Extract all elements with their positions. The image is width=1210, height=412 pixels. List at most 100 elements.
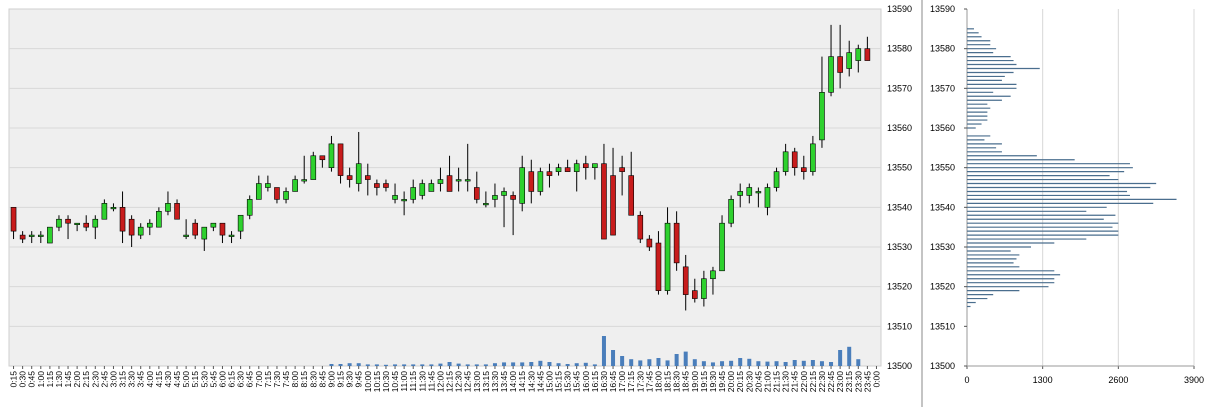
volume-bar	[347, 363, 352, 366]
candle-body	[601, 163, 607, 240]
volume-bar	[729, 360, 734, 366]
candle-body	[265, 183, 271, 188]
x-tick-label: 18:30	[672, 371, 682, 393]
x-tick-label: 15:30	[563, 371, 573, 393]
x-tick-label: 6:45	[245, 371, 255, 388]
volume-bar	[447, 362, 452, 366]
profile-y-tick-label: 13500	[930, 361, 955, 371]
x-tick-label: 3:15	[118, 371, 128, 388]
x-tick-label: 20:45	[753, 371, 763, 393]
candle-body	[255, 183, 262, 200]
volume-bar	[611, 350, 616, 366]
volume-bar	[511, 362, 516, 366]
profile-y-tick-label: 13580	[930, 44, 955, 54]
candle-body	[210, 222, 217, 228]
x-tick-label: 13:15	[481, 371, 491, 393]
volume-bar	[838, 350, 843, 366]
y-tick-label: 13520	[887, 282, 912, 292]
candle-body	[328, 143, 335, 168]
volume-bar	[801, 360, 806, 366]
profile-x-tick-label: 0	[964, 375, 969, 385]
candle-body	[119, 207, 126, 232]
x-tick-label: 4:45	[172, 371, 182, 388]
y-tick-label: 13530	[887, 242, 912, 252]
volume-bar	[656, 358, 661, 366]
volume-profile-panel[interactable]: 0 1300 2600 3900 13500 13510 13520 13530 13540 13…	[930, 4, 1204, 385]
volume-bar	[792, 360, 797, 366]
x-tick-label: 16:45	[608, 371, 618, 393]
volume-bar	[393, 364, 398, 366]
x-tick-label: 13:00	[472, 371, 482, 393]
x-tick-label: 21:30	[781, 371, 791, 393]
x-tick-label: 8:45	[317, 371, 327, 388]
y-tick-label: 13590	[887, 4, 912, 14]
candle-body	[419, 183, 426, 196]
x-tick-label: 14:45	[535, 371, 545, 393]
x-tick-label: 0:15	[9, 371, 19, 388]
x-tick-label: 19:00	[690, 371, 700, 393]
candle-body	[165, 203, 171, 212]
profile-y-tick-label: 13560	[930, 123, 955, 133]
volume-bar	[520, 362, 525, 366]
volume-bar	[665, 360, 670, 366]
candle-body	[410, 187, 417, 200]
volume-bar	[465, 364, 470, 366]
candle-body	[737, 191, 744, 196]
x-tick-label: 20:00	[726, 371, 736, 393]
x-tick-label: 9:30	[345, 371, 355, 388]
candle-body	[555, 167, 562, 172]
candle-body	[174, 203, 180, 220]
x-tick-label: 2:30	[90, 371, 100, 388]
x-tick-label: 15:45	[572, 371, 582, 393]
candle-body	[401, 199, 407, 202]
candle-body	[192, 222, 199, 236]
candle-body	[292, 179, 298, 192]
candlestick-panel[interactable]: 13500 13510 13520 13530 13540 13550 13560 13570…	[8, 0, 923, 407]
x-tick-label: 8:00	[290, 371, 300, 388]
candle-body	[773, 171, 780, 188]
profile-y-tick-label: 13530	[930, 242, 955, 252]
candle-body	[637, 214, 644, 240]
volume-bar	[547, 362, 552, 366]
candle-body	[528, 171, 535, 192]
y-tick-label: 13580	[887, 44, 912, 54]
y-tick-label: 13510	[887, 321, 912, 331]
candle-body	[246, 199, 253, 216]
volume-bar	[738, 358, 743, 366]
volume-bar	[747, 358, 752, 366]
volume-bar	[692, 359, 697, 366]
candle-body	[183, 234, 189, 237]
volume-bar	[683, 351, 688, 366]
candle-body	[37, 234, 44, 237]
volume-bar	[365, 364, 370, 366]
candle-body	[846, 52, 853, 69]
volume-bar	[710, 362, 715, 366]
candle-body	[83, 222, 90, 228]
candle-body	[719, 222, 725, 272]
candle-body	[10, 207, 17, 232]
candle-body	[755, 191, 762, 194]
x-tick-label: 0:45	[27, 371, 37, 388]
candle-body	[110, 207, 117, 210]
volume-bar	[529, 362, 534, 366]
volume-bar	[356, 363, 361, 366]
volume-bar	[701, 361, 706, 366]
x-tick-label: 6:15	[227, 371, 237, 388]
candle-body	[619, 167, 625, 172]
x-tick-label: 7:30	[272, 371, 282, 388]
y-tick-label: 13560	[887, 123, 912, 133]
candle-body	[346, 175, 353, 180]
x-tick-label: 12:45	[463, 371, 473, 393]
volume-bar	[329, 364, 334, 366]
x-tick-label: 17:30	[635, 371, 645, 393]
x-tick-label: 18:45	[681, 371, 691, 393]
x-tick-label: 18:00	[653, 371, 663, 393]
x-tick-label: 12:15	[445, 371, 455, 393]
x-tick-label: 1:00	[36, 371, 46, 388]
volume-bar	[502, 362, 507, 366]
candle-body	[464, 179, 471, 182]
candle-body	[128, 218, 135, 236]
volume-bar	[629, 359, 634, 366]
x-tick-label: 16:15	[590, 371, 600, 393]
